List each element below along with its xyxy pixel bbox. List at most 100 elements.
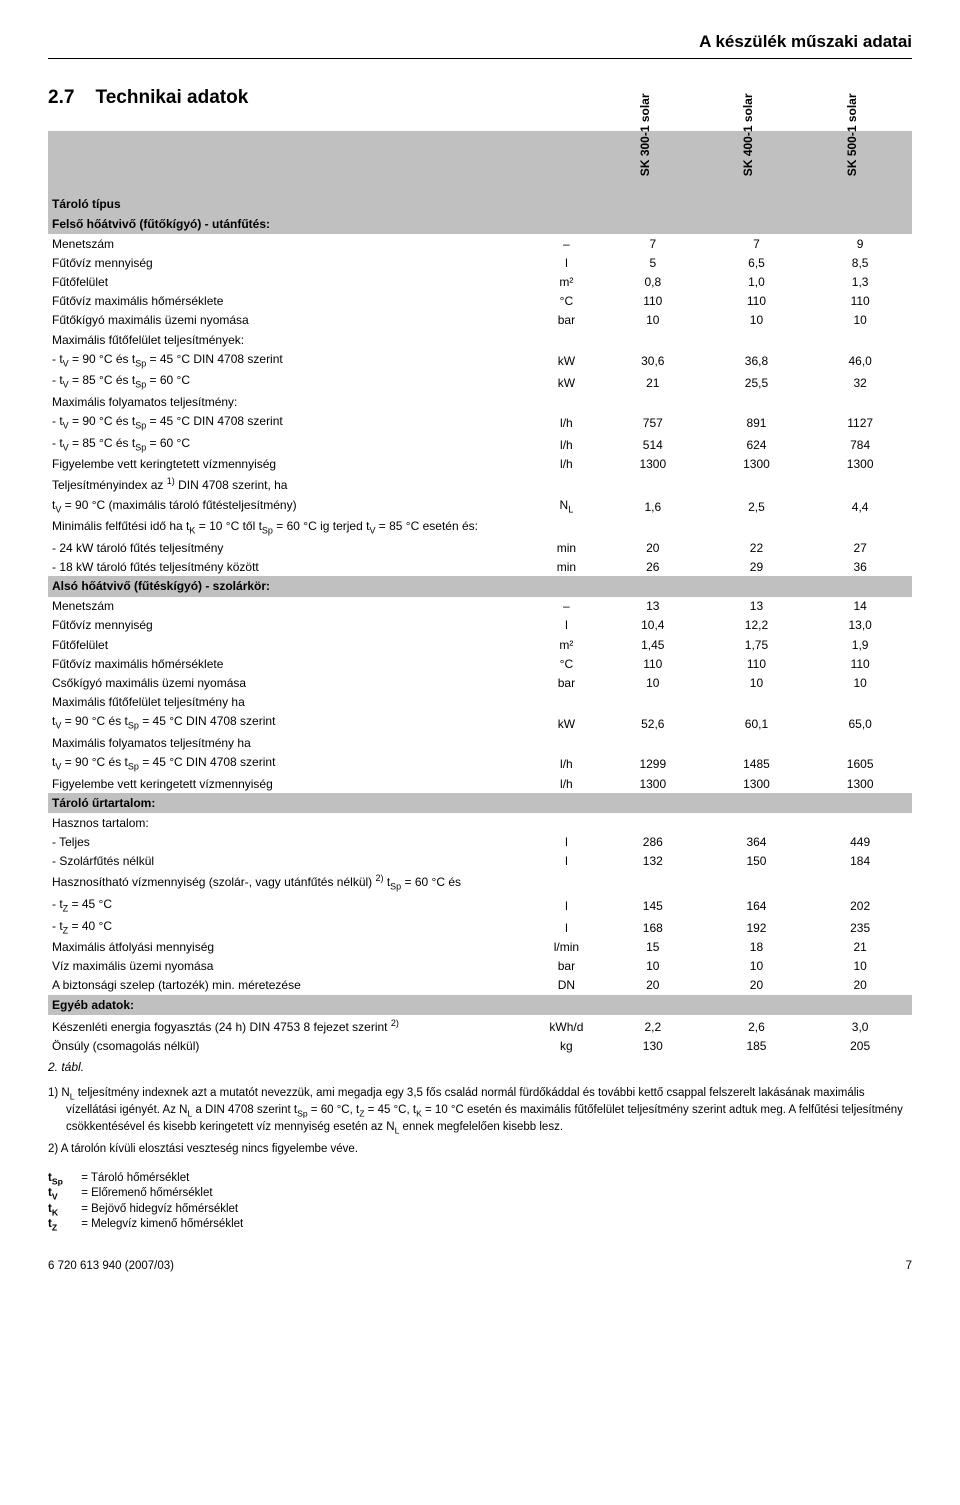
footnotes: 1) NL teljesítmény indexnek azt a mutató… xyxy=(48,1086,912,1158)
cell-value: 18 xyxy=(705,938,809,957)
cell-value: 20 xyxy=(601,976,705,995)
cell-value: 132 xyxy=(601,852,705,871)
table-row: Maximális fűtőfelület teljesítmények: xyxy=(48,330,912,349)
row-label: Víz maximális üzemi nyomása xyxy=(48,957,532,976)
cell-value: 1,9 xyxy=(808,635,912,654)
cell-value xyxy=(808,517,912,539)
table-row: Víz maximális üzemi nyomásabar101010 xyxy=(48,957,912,976)
cell-value: 60,1 xyxy=(705,712,809,734)
cell-value: 12,2 xyxy=(705,616,809,635)
cell-value: 46,0 xyxy=(808,349,912,371)
cell-value: 21 xyxy=(601,371,705,393)
cell-value xyxy=(705,693,809,712)
row-unit: NL xyxy=(532,495,601,517)
cell-value: 2,5 xyxy=(705,495,809,517)
table-row: Menetszám–779 xyxy=(48,234,912,253)
row-label: Fűtőfelület xyxy=(48,273,532,292)
cell-value: 29 xyxy=(705,557,809,576)
table-row: Hasznosítható vízmennyiség (szolár-, vag… xyxy=(48,871,912,895)
footer-doc-id: 6 720 613 940 (2007/03) xyxy=(48,1260,174,1272)
row-unit xyxy=(532,733,601,752)
row-unit: bar xyxy=(532,957,601,976)
cell-value: 20 xyxy=(808,976,912,995)
row-label: Hasznos tartalom: xyxy=(48,813,532,832)
section-row: Egyéb adatok: xyxy=(48,995,912,1015)
column-header: SK 400-1 solar xyxy=(705,131,809,214)
cell-value: 150 xyxy=(705,852,809,871)
cell-value xyxy=(705,392,809,411)
row-unit: – xyxy=(532,234,601,253)
cell-value: 110 xyxy=(601,654,705,673)
row-label: - tV = 90 °C és tSp = 45 °C DIN 4708 sze… xyxy=(48,349,532,371)
cell-value: 1300 xyxy=(705,774,809,793)
row-label: tV = 90 °C (maximális tároló fűtésteljes… xyxy=(48,495,532,517)
row-unit: kW xyxy=(532,349,601,371)
table-row: tV = 90 °C és tSp = 45 °C DIN 4708 szeri… xyxy=(48,752,912,774)
cell-value: 22 xyxy=(705,538,809,557)
cell-value: 784 xyxy=(808,433,912,455)
table-row: Önsúly (csomagolás nélkül)kg130185205 xyxy=(48,1036,912,1055)
section-heading: 2.7 Technikai adatok xyxy=(48,87,912,109)
cell-value: 1300 xyxy=(601,774,705,793)
section-title: Technikai adatok xyxy=(96,87,249,108)
row-unit: bar xyxy=(532,311,601,330)
table-row: Maximális átfolyási mennyiségl/min151821 xyxy=(48,938,912,957)
table-row: Maximális fűtőfelület teljesítmény ha xyxy=(48,693,912,712)
cell-value: 25,5 xyxy=(705,371,809,393)
cell-value: 2,2 xyxy=(601,1015,705,1036)
table-row: Hasznos tartalom: xyxy=(48,813,912,832)
cell-value: 3,0 xyxy=(808,1015,912,1036)
row-label: Fűtővíz maximális hőmérséklete xyxy=(48,292,532,311)
cell-value: 1485 xyxy=(705,752,809,774)
row-label: - Szolárfűtés nélkül xyxy=(48,852,532,871)
cell-value: 110 xyxy=(705,654,809,673)
cell-value: 7 xyxy=(601,234,705,253)
cell-value: 1300 xyxy=(808,455,912,474)
cell-value: 1,45 xyxy=(601,635,705,654)
row-unit: l xyxy=(532,894,601,916)
cell-value: 202 xyxy=(808,894,912,916)
row-unit: DN xyxy=(532,976,601,995)
cell-value: 36,8 xyxy=(705,349,809,371)
cell-value: 30,6 xyxy=(601,349,705,371)
symbol-legend: tSp = Tároló hőmérséklettV = Előremenő h… xyxy=(48,1172,912,1232)
row-label: - tV = 85 °C és tSp = 60 °C xyxy=(48,433,532,455)
cell-value: 449 xyxy=(808,833,912,852)
cell-value: 10 xyxy=(808,957,912,976)
row-label: Maximális fűtőfelület teljesítmény ha xyxy=(48,693,532,712)
cell-value: 1,75 xyxy=(705,635,809,654)
table-row: Menetszám–131314 xyxy=(48,597,912,616)
row-unit: l xyxy=(532,833,601,852)
cell-value: 1605 xyxy=(808,752,912,774)
table-row: - tV = 90 °C és tSp = 45 °C DIN 4708 sze… xyxy=(48,412,912,434)
row-label: Fűtővíz mennyiség xyxy=(48,616,532,635)
row-label: Csőkígyó maximális üzemi nyomása xyxy=(48,673,532,692)
row-label: Önsúly (csomagolás nélkül) xyxy=(48,1036,532,1055)
row-label: - Teljes xyxy=(48,833,532,852)
cell-value xyxy=(601,392,705,411)
row-unit: kg xyxy=(532,1036,601,1055)
table-row: - tZ = 40 °Cl168192235 xyxy=(48,916,912,938)
row-label: Menetszám xyxy=(48,597,532,616)
row-unit: l/h xyxy=(532,774,601,793)
section-row: Alsó hőátvivő (fűtéskígyó) - szolárkör: xyxy=(48,576,912,596)
cell-value: 364 xyxy=(705,833,809,852)
table-row: - Teljesl286364449 xyxy=(48,833,912,852)
row-label: - tZ = 40 °C xyxy=(48,916,532,938)
table-row: Fűtőfelületm²0,81,01,3 xyxy=(48,273,912,292)
row-label: Minimális felfűtési idő ha tK = 10 °C tő… xyxy=(48,517,532,539)
row-label: - tV = 90 °C és tSp = 45 °C DIN 4708 sze… xyxy=(48,412,532,434)
section-row: Felső hőátvivő (fűtőkígyó) - utánfűtés: xyxy=(48,214,912,234)
cell-value: 286 xyxy=(601,833,705,852)
cell-value: 110 xyxy=(808,292,912,311)
row-unit xyxy=(532,330,601,349)
row-label: tV = 90 °C és tSp = 45 °C DIN 4708 szeri… xyxy=(48,752,532,774)
page-footer: 6 720 613 940 (2007/03) 7 xyxy=(48,1260,912,1272)
cell-value: 891 xyxy=(705,412,809,434)
cell-value: 1,6 xyxy=(601,495,705,517)
table-row: A biztonsági szelep (tartozék) min. mére… xyxy=(48,976,912,995)
row-unit: min xyxy=(532,557,601,576)
cell-value xyxy=(601,871,705,895)
cell-value: 184 xyxy=(808,852,912,871)
cell-value: 110 xyxy=(705,292,809,311)
